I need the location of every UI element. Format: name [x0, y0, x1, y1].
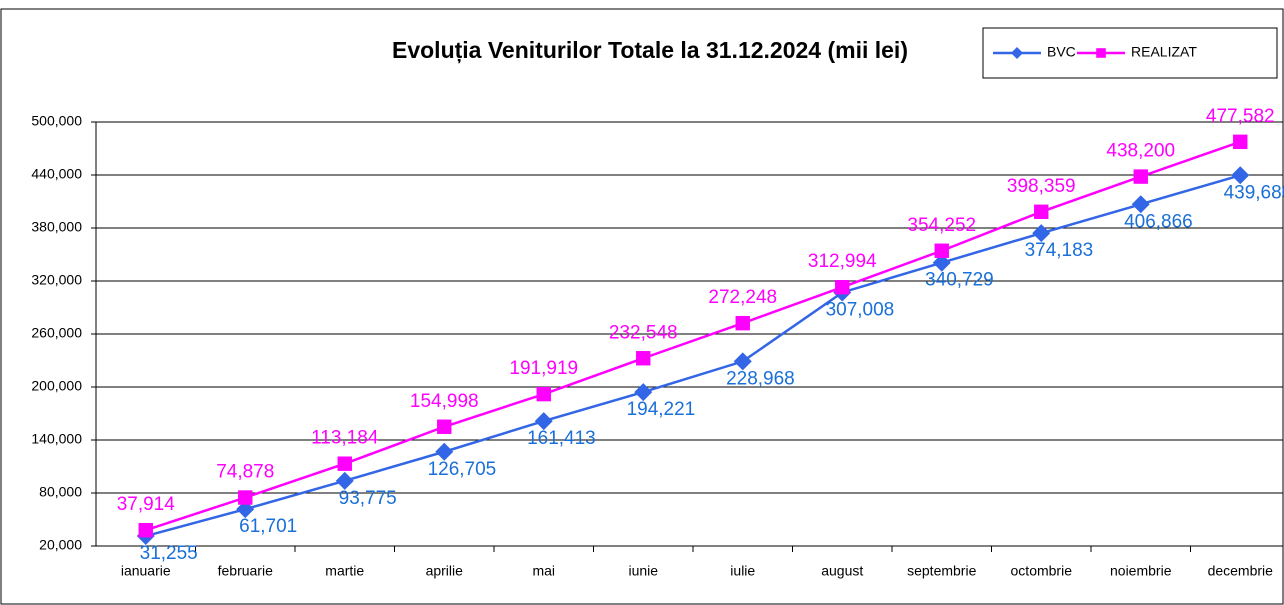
- point-marker: [735, 315, 750, 331]
- data-label: 439,680: [1224, 182, 1284, 203]
- point-marker: [1011, 47, 1023, 59]
- point-marker: [238, 490, 253, 505]
- data-label: 398,359: [1007, 176, 1076, 197]
- data-label: 61,701: [239, 516, 297, 537]
- data-label: 340,729: [925, 270, 994, 291]
- point-marker: [337, 456, 352, 471]
- y-tick-label: 500,000: [31, 113, 82, 129]
- data-label: 126,705: [428, 459, 497, 480]
- point-marker: [534, 412, 553, 431]
- y-tick-label: 380,000: [31, 219, 82, 235]
- data-label: 477,582: [1206, 106, 1275, 127]
- data-label: 406,866: [1124, 211, 1193, 232]
- x-tick-label: februarie: [218, 563, 273, 579]
- legend-label: REALIZAT: [1131, 44, 1197, 60]
- point-marker: [1233, 134, 1248, 150]
- point-marker: [1131, 195, 1150, 214]
- point-marker: [733, 352, 752, 371]
- data-label: 74,878: [216, 462, 274, 483]
- point-marker: [1096, 48, 1106, 58]
- data-label: 194,221: [627, 399, 696, 420]
- data-label: 228,968: [726, 368, 795, 389]
- point-marker: [437, 419, 452, 434]
- data-label: 354,252: [907, 215, 976, 236]
- data-label: 191,919: [509, 358, 578, 379]
- point-marker: [932, 253, 951, 272]
- data-label: 161,413: [527, 428, 596, 449]
- point-marker: [335, 471, 354, 490]
- point-marker: [1231, 166, 1250, 185]
- x-tick-label: aprilie: [426, 563, 464, 579]
- x-tick-label: noiembrie: [1110, 563, 1172, 579]
- x-tick-label: mai: [532, 563, 555, 579]
- data-label: 312,994: [808, 251, 877, 272]
- series-line: [145, 140, 1241, 532]
- y-tick-label: 320,000: [31, 272, 82, 288]
- data-label: 93,775: [339, 488, 397, 509]
- x-tick-label: august: [821, 563, 863, 579]
- legend-label: BVC: [1047, 44, 1076, 60]
- point-marker: [1034, 204, 1049, 219]
- y-tick-label: 80,000: [39, 484, 82, 500]
- data-label: 374,183: [1025, 240, 1094, 261]
- point-marker: [138, 522, 153, 538]
- point-marker: [835, 279, 850, 295]
- y-tick-label: 20,000: [39, 537, 82, 553]
- data-label: 272,248: [708, 287, 777, 308]
- point-marker: [1133, 169, 1148, 184]
- x-tick-label: octombrie: [1011, 563, 1073, 579]
- data-label: 154,998: [410, 391, 479, 412]
- y-tick-label: 260,000: [31, 325, 82, 341]
- x-tick-label: decembrie: [1208, 563, 1274, 579]
- x-tick-label: iunie: [628, 563, 658, 579]
- point-marker: [934, 243, 949, 258]
- data-label: 113,184: [311, 428, 379, 449]
- x-tick-label: ianuarie: [121, 563, 171, 579]
- point-marker: [634, 383, 653, 402]
- point-marker: [636, 351, 651, 366]
- y-tick-label: 200,000: [31, 378, 82, 394]
- point-marker: [1032, 224, 1051, 243]
- point-marker: [435, 442, 454, 461]
- y-tick-label: 140,000: [31, 431, 82, 447]
- data-label: 37,914: [117, 494, 176, 515]
- point-marker: [536, 386, 551, 402]
- chart-title: Evoluția Veniturilor Totale la 31.12.202…: [392, 37, 908, 64]
- data-label: 307,008: [826, 299, 895, 320]
- chart-border: [0, 8, 1284, 605]
- data-label: 438,200: [1106, 141, 1175, 162]
- series-line: [145, 174, 1241, 538]
- data-label: 31,255: [140, 543, 198, 564]
- x-tick-label: iulie: [730, 563, 755, 579]
- y-tick-label: 440,000: [31, 166, 82, 182]
- x-tick-label: martie: [325, 563, 364, 579]
- data-label: 232,548: [609, 322, 678, 343]
- x-tick-label: septembrie: [907, 563, 976, 579]
